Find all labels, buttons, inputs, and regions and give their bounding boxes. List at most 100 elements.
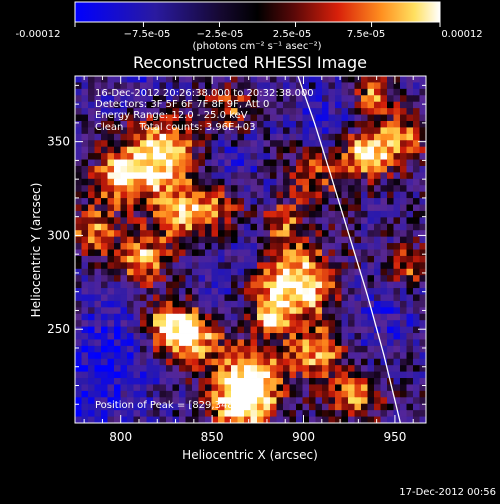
heatmap-cell bbox=[361, 339, 368, 347]
heatmap-cell bbox=[114, 146, 121, 154]
heatmap-cell bbox=[81, 159, 89, 167]
heatmap-cell bbox=[198, 410, 206, 417]
heatmap-cell bbox=[419, 140, 426, 148]
heatmap-cell bbox=[361, 108, 368, 115]
heatmap-cell bbox=[172, 165, 180, 173]
heatmap-cell bbox=[328, 82, 336, 90]
heatmap-cell bbox=[192, 230, 199, 238]
heatmap-cell bbox=[367, 333, 375, 340]
heatmap-cell bbox=[166, 185, 173, 193]
heatmap-cell bbox=[94, 217, 102, 225]
heatmap-cell bbox=[198, 320, 206, 328]
heatmap-cell bbox=[393, 172, 401, 180]
heatmap-cell bbox=[75, 114, 82, 122]
heatmap-cell bbox=[75, 185, 82, 193]
colorbar-tick-label: -0.00012 bbox=[16, 29, 61, 40]
heatmap-cell bbox=[406, 178, 414, 186]
heatmap-cell bbox=[413, 185, 420, 193]
heatmap-cell bbox=[361, 268, 368, 276]
heatmap-cell bbox=[315, 146, 323, 154]
heatmap-cell bbox=[205, 275, 212, 283]
heatmap-cell bbox=[348, 371, 355, 379]
heatmap-cell bbox=[107, 217, 115, 225]
heatmap-cell bbox=[348, 243, 355, 250]
heatmap-cell bbox=[315, 307, 323, 315]
heatmap-cell bbox=[211, 397, 219, 405]
heatmap-cell bbox=[127, 410, 134, 417]
heatmap-cell bbox=[81, 185, 89, 193]
heatmap-cell bbox=[133, 262, 141, 270]
heatmap-cell bbox=[179, 95, 186, 103]
heatmap-cell bbox=[257, 127, 264, 135]
heatmap-cell bbox=[218, 365, 225, 372]
heatmap-cell bbox=[75, 178, 82, 186]
heatmap-cell bbox=[341, 307, 349, 315]
heatmap-cell bbox=[335, 185, 342, 193]
heatmap-cell bbox=[276, 249, 284, 257]
heatmap-cell bbox=[413, 294, 420, 302]
heatmap-cell bbox=[257, 352, 264, 360]
heatmap-cell bbox=[406, 249, 414, 257]
heatmap-cell bbox=[140, 204, 147, 212]
heatmap-cell bbox=[315, 76, 323, 83]
heatmap-cell bbox=[315, 371, 323, 379]
heatmap-cell bbox=[101, 249, 108, 257]
heatmap-cell bbox=[185, 390, 193, 398]
heatmap-cell bbox=[289, 236, 297, 244]
info-clean-counts: Clean Total counts: 3.96E+03 bbox=[95, 122, 255, 133]
heatmap-cell bbox=[159, 95, 167, 103]
heatmap-cell bbox=[283, 358, 290, 366]
heatmap-cell bbox=[419, 217, 426, 225]
heatmap-cell bbox=[302, 281, 310, 289]
heatmap-cell bbox=[159, 358, 167, 366]
heatmap-cell bbox=[140, 390, 147, 398]
heatmap-cell bbox=[374, 191, 381, 199]
heatmap-cell bbox=[179, 313, 186, 321]
heatmap-cell bbox=[81, 153, 89, 160]
heatmap-cell bbox=[218, 76, 225, 83]
heatmap-cell bbox=[218, 397, 225, 405]
heatmap-cell bbox=[120, 165, 128, 173]
heatmap-cell bbox=[296, 191, 303, 199]
heatmap-cell bbox=[296, 223, 303, 231]
heatmap-cell bbox=[140, 249, 147, 257]
heatmap-cell bbox=[419, 178, 426, 186]
heatmap-cell bbox=[406, 326, 414, 334]
heatmap-cell bbox=[374, 339, 381, 347]
heatmap-cell bbox=[406, 223, 414, 231]
heatmap-cell bbox=[374, 146, 381, 154]
heatmap-cell bbox=[94, 352, 102, 360]
heatmap-cell bbox=[205, 333, 212, 340]
heatmap-cell bbox=[380, 390, 388, 398]
heatmap-cell bbox=[133, 410, 141, 417]
heatmap-cell bbox=[114, 127, 121, 135]
heatmap-cell bbox=[302, 230, 310, 238]
heatmap-cell bbox=[270, 88, 277, 96]
heatmap-cell bbox=[179, 320, 186, 328]
heatmap-cell bbox=[185, 416, 193, 423]
heatmap-cell bbox=[237, 255, 245, 263]
heatmap-cell bbox=[198, 262, 206, 270]
heatmap-cell bbox=[257, 146, 264, 154]
heatmap-cell bbox=[75, 390, 82, 398]
heatmap-cell bbox=[400, 127, 407, 135]
heatmap-cell bbox=[380, 108, 388, 115]
heatmap-cell bbox=[419, 378, 426, 385]
heatmap-cell bbox=[120, 198, 128, 205]
heatmap-cell bbox=[224, 133, 232, 141]
heatmap-cell bbox=[270, 339, 277, 347]
heatmap-cell bbox=[263, 230, 271, 238]
heatmap-cell bbox=[335, 339, 342, 347]
heatmap-cell bbox=[276, 371, 284, 379]
heatmap-cell bbox=[348, 313, 355, 321]
heatmap-cell bbox=[166, 204, 173, 212]
heatmap-cell bbox=[140, 114, 147, 122]
heatmap-cell bbox=[413, 88, 420, 96]
heatmap-cell bbox=[146, 390, 154, 398]
heatmap-cell bbox=[211, 300, 219, 308]
heatmap-cell bbox=[374, 281, 381, 289]
heatmap-cell bbox=[406, 108, 414, 115]
heatmap-cell bbox=[348, 358, 355, 366]
heatmap-cell bbox=[367, 146, 375, 154]
heatmap-cell bbox=[302, 313, 310, 321]
